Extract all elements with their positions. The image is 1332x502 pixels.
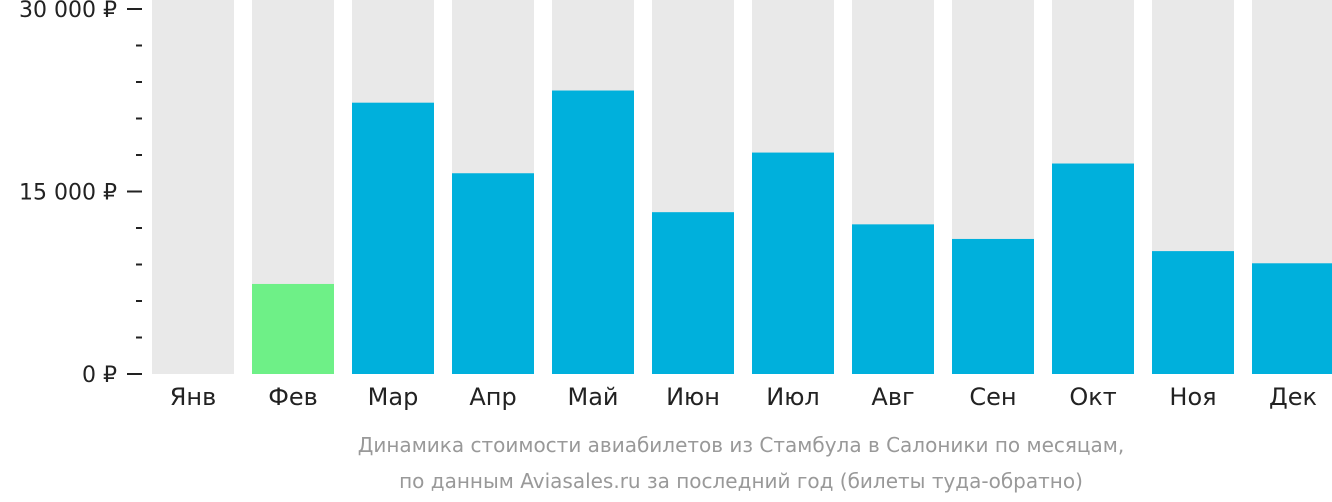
bar-8 [952, 238, 1034, 374]
x-tick-label-0: Янв [170, 383, 217, 411]
x-tick-label-7: Авг [871, 383, 914, 411]
bar-7 [852, 224, 934, 374]
x-tick-label-8: Сен [969, 383, 1016, 411]
value-bars [252, 90, 1332, 375]
x-tick-label-5: Июн [666, 383, 720, 411]
x-tick-label-4: Май [567, 383, 618, 411]
x-tick-label-1: Фев [268, 383, 318, 411]
background-bar-0 [152, 0, 234, 374]
x-tick-label-10: Ноя [1169, 383, 1216, 411]
bar-2 [352, 102, 434, 374]
x-tick-label-9: Окт [1069, 383, 1116, 411]
y-tick-label-0: 0 ₽ [82, 363, 117, 388]
y-tick-label-2: 30 000 ₽ [19, 0, 117, 23]
bar-5 [652, 212, 734, 374]
x-tick-label-3: Апр [469, 383, 516, 411]
bar-11 [1252, 263, 1332, 374]
x-tick-label-6: Июл [766, 383, 820, 411]
caption-line-1: Динамика стоимости авиабилетов из Стамбу… [358, 433, 1125, 457]
bar-3 [452, 173, 534, 374]
bar-10 [1152, 251, 1234, 374]
x-tick-label-2: Мар [368, 383, 419, 411]
y-axis: 0 ₽ 15 000 ₽ 30 000 ₽ [19, 0, 142, 388]
chart-caption: Динамика стоимости авиабилетов из Стамбу… [358, 433, 1125, 493]
bar-6 [752, 152, 834, 374]
x-tick-label-11: Дек [1269, 383, 1317, 411]
x-axis-labels: Янв Фев Мар Апр Май Июн Июл Авг Сен Окт Ноя Дек [170, 383, 1317, 411]
bar-1 [252, 283, 334, 374]
y-tick-label-1: 15 000 ₽ [19, 181, 117, 206]
caption-line-2: по данным Aviasales.ru за последний год … [399, 469, 1083, 493]
bar-4 [552, 90, 634, 375]
bar-9 [1052, 163, 1134, 374]
